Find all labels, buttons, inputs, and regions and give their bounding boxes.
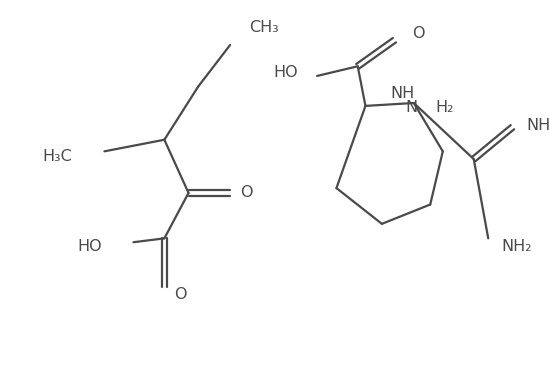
- Text: O: O: [240, 186, 252, 200]
- Text: NH₂: NH₂: [502, 239, 532, 254]
- Text: O: O: [412, 26, 425, 41]
- Text: NH: NH: [526, 118, 550, 133]
- Text: H₃C: H₃C: [43, 149, 73, 164]
- Text: O: O: [174, 287, 186, 302]
- Text: NH: NH: [390, 86, 414, 101]
- Text: H₂: H₂: [435, 100, 453, 115]
- Text: CH₃: CH₃: [250, 20, 279, 35]
- Text: HO: HO: [77, 239, 102, 254]
- Text: HO: HO: [273, 64, 298, 80]
- Text: N: N: [406, 100, 418, 115]
